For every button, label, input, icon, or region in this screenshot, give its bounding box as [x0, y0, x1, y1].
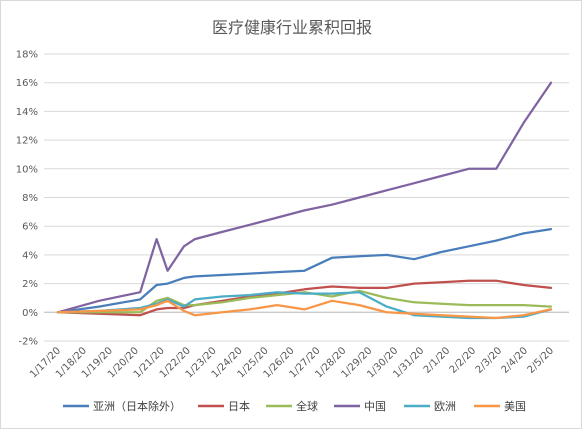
series-line: [56, 291, 553, 320]
legend-label: 全球: [296, 399, 318, 413]
y-tick-label: -2%: [19, 337, 38, 348]
y-tick-label: 16%: [16, 78, 38, 89]
legend: 亚洲（日本除外） 日本 全球 中国 欧洲 美国: [63, 399, 526, 413]
x-tick-label: 2/2/20: [448, 345, 479, 376]
gridlines: [44, 53, 569, 342]
y-tick-label: 10%: [16, 164, 38, 175]
y-tick-label: 4%: [22, 250, 38, 261]
x-tick-label: 2/4/20: [500, 345, 531, 376]
y-tick-label: 6%: [22, 222, 38, 233]
y-tick-label: 8%: [22, 193, 38, 204]
series-line: [56, 227, 553, 314]
legend-label: 亚洲（日本除外）: [93, 399, 181, 413]
legend-item: 亚洲（日本除外）: [63, 399, 181, 413]
legend-item: 中国: [334, 400, 386, 413]
legend-item: 全球: [266, 399, 318, 413]
series-line: [56, 299, 553, 320]
legend-label: 美国: [504, 400, 526, 413]
series-line: [56, 81, 553, 314]
x-tick-label: 2/3/20: [474, 345, 505, 376]
y-tick-label: 12%: [16, 136, 38, 147]
legend-item: 欧洲: [404, 400, 456, 413]
series-lines: [56, 81, 553, 320]
y-tick-label: 18%: [16, 50, 38, 61]
legend-label: 欧洲: [434, 400, 456, 413]
y-tick-label: 0%: [22, 308, 38, 319]
legend-item: 美国: [474, 400, 526, 413]
y-tick-label: 2%: [22, 279, 38, 290]
x-tick-label: 2/1/20: [422, 345, 453, 376]
series-line: [56, 279, 553, 317]
legend-label: 中国: [364, 400, 386, 413]
chart-title: 医疗健康行业累积回报: [212, 18, 372, 37]
legend-label: 日本: [228, 399, 250, 413]
x-axis: 1/17/201/18/201/19/201/20/201/21/201/22/…: [28, 311, 569, 380]
y-tick-label: 14%: [16, 107, 38, 118]
y-axis: -2% 0% 2% 4% 6% 8% 10% 12% 14% 16% 18%: [16, 50, 38, 348]
legend-item: 日本: [198, 399, 250, 413]
x-tick-label: 2/5/20: [526, 345, 557, 376]
